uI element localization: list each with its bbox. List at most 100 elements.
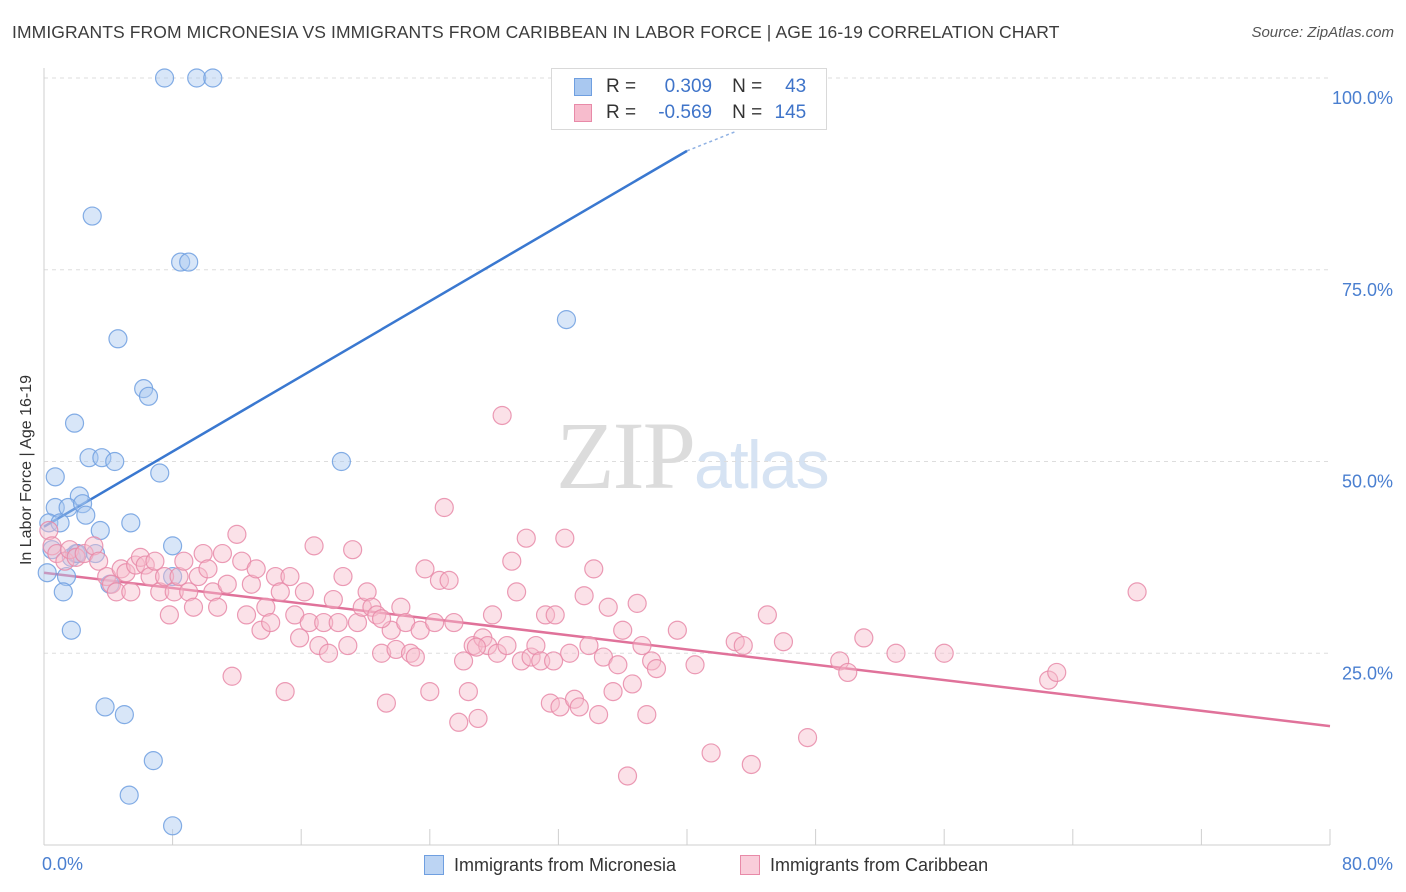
caribbean-point — [371, 643, 392, 663]
micronesia-point — [163, 816, 183, 836]
caribbean-point — [574, 586, 594, 606]
caribbean-point — [241, 574, 261, 594]
caribbean-point — [343, 540, 363, 560]
caribbean-point — [797, 728, 818, 748]
caribbean-point — [256, 597, 276, 617]
caribbean-point — [1039, 670, 1059, 690]
data-points — [37, 68, 1147, 836]
caribbean-point — [439, 570, 459, 590]
micronesia-point — [150, 463, 170, 483]
caribbean-point — [193, 543, 213, 564]
caribbean-point — [420, 681, 440, 702]
caribbean-point — [535, 605, 556, 625]
y-axis-label: In Labor Force | Age 16-19 — [18, 374, 35, 566]
caribbean-point — [89, 551, 109, 571]
legend-row-micronesia: R = 0.309 N = 43 — [574, 75, 806, 99]
source-label: Source: ZipAtlas.com — [1251, 24, 1394, 41]
micronesia-point — [37, 563, 57, 583]
caribbean-point — [212, 543, 233, 564]
caribbean-point — [270, 582, 290, 602]
caribbean-point — [106, 582, 126, 602]
correlation-legend: R = 0.309 N = 43 R = -0.569 N = 145 — [551, 68, 827, 130]
caribbean-point — [246, 559, 266, 579]
caribbean-point — [608, 655, 628, 675]
caribbean-point — [318, 643, 339, 663]
caribbean-point — [444, 612, 464, 633]
micronesia-point — [108, 329, 128, 349]
caribbean-point — [47, 543, 67, 564]
micronesia-point — [114, 705, 134, 725]
legend-r-value: 0.309 — [664, 76, 713, 97]
micronesia-point — [138, 386, 159, 406]
micronesia-point — [95, 697, 115, 717]
legend-n-label: N = — [732, 76, 763, 97]
legend-n-label: N = — [732, 102, 763, 123]
caribbean-point — [135, 555, 155, 575]
caribbean-point — [222, 666, 242, 686]
micronesia-point — [187, 68, 207, 88]
caribbean-point — [154, 566, 175, 587]
caribbean-point — [617, 766, 638, 786]
micronesia-trend-line — [43, 149, 688, 528]
caribbean-point — [217, 574, 237, 594]
caribbean-point — [482, 605, 503, 625]
micronesia-point — [50, 513, 70, 533]
caribbean-trend-line — [43, 571, 1331, 728]
caribbean-point — [429, 570, 450, 590]
legend-r-label: R = — [606, 76, 637, 97]
caribbean-point — [502, 551, 522, 571]
micronesia-point — [105, 451, 125, 472]
legend-n-value: 145 — [774, 102, 807, 123]
legend-row-caribbean: R = -0.569 N = 145 — [574, 101, 806, 125]
caribbean-point — [386, 639, 406, 660]
caribbean-point — [434, 497, 454, 518]
caribbean-point — [371, 609, 392, 629]
caribbean-point — [497, 635, 517, 656]
trend-lines — [43, 130, 1331, 728]
watermark: ZIPatlas — [556, 400, 830, 511]
caribbean-point — [347, 612, 368, 633]
caribbean-point — [169, 566, 189, 587]
caribbean-point — [854, 628, 874, 648]
legend-r-value: -0.569 — [658, 102, 713, 123]
caribbean-point — [174, 551, 194, 571]
caribbean-point — [261, 612, 281, 633]
micronesia-point — [121, 513, 141, 533]
series-legend-micronesia: Immigrants from Micronesia — [424, 852, 676, 878]
caribbean-point — [627, 593, 647, 613]
caribbean-point — [314, 612, 334, 633]
caribbean-point — [208, 597, 228, 617]
caribbean-point — [569, 697, 589, 717]
caribbean-point — [391, 597, 411, 617]
micronesia-point — [39, 513, 59, 533]
caribbean-point — [453, 651, 474, 671]
y-tick-label: 50.0% — [1342, 472, 1393, 492]
caribbean-point — [1127, 582, 1147, 602]
caribbean-point — [458, 681, 478, 702]
caribbean-point — [526, 635, 546, 656]
micronesia-point — [53, 582, 73, 602]
caribbean-point — [757, 605, 777, 625]
caribbean-point — [55, 551, 75, 571]
micronesia-point — [154, 68, 175, 88]
caribbean-point — [275, 681, 295, 702]
micronesia-point — [163, 536, 183, 556]
caribbean-point — [415, 559, 435, 579]
caribbean-point — [198, 559, 218, 579]
micronesia-point — [92, 448, 112, 468]
watermark-zip: ZIP — [556, 402, 696, 509]
caribbean-point — [543, 651, 564, 671]
caribbean-point — [39, 520, 59, 541]
caribbean-point — [701, 743, 721, 763]
caribbean-point — [733, 635, 753, 656]
caribbean-point — [164, 582, 184, 602]
caribbean-point — [637, 705, 657, 725]
series-name-micronesia: Immigrants from Micronesia — [454, 854, 677, 875]
caribbean-point — [492, 405, 512, 426]
caribbean-point — [289, 628, 310, 648]
micronesia-point — [45, 467, 65, 487]
caribbean-point — [838, 662, 858, 683]
micronesia-point — [56, 566, 77, 587]
caribbean-point — [468, 708, 488, 729]
micronesia-point — [556, 310, 577, 330]
